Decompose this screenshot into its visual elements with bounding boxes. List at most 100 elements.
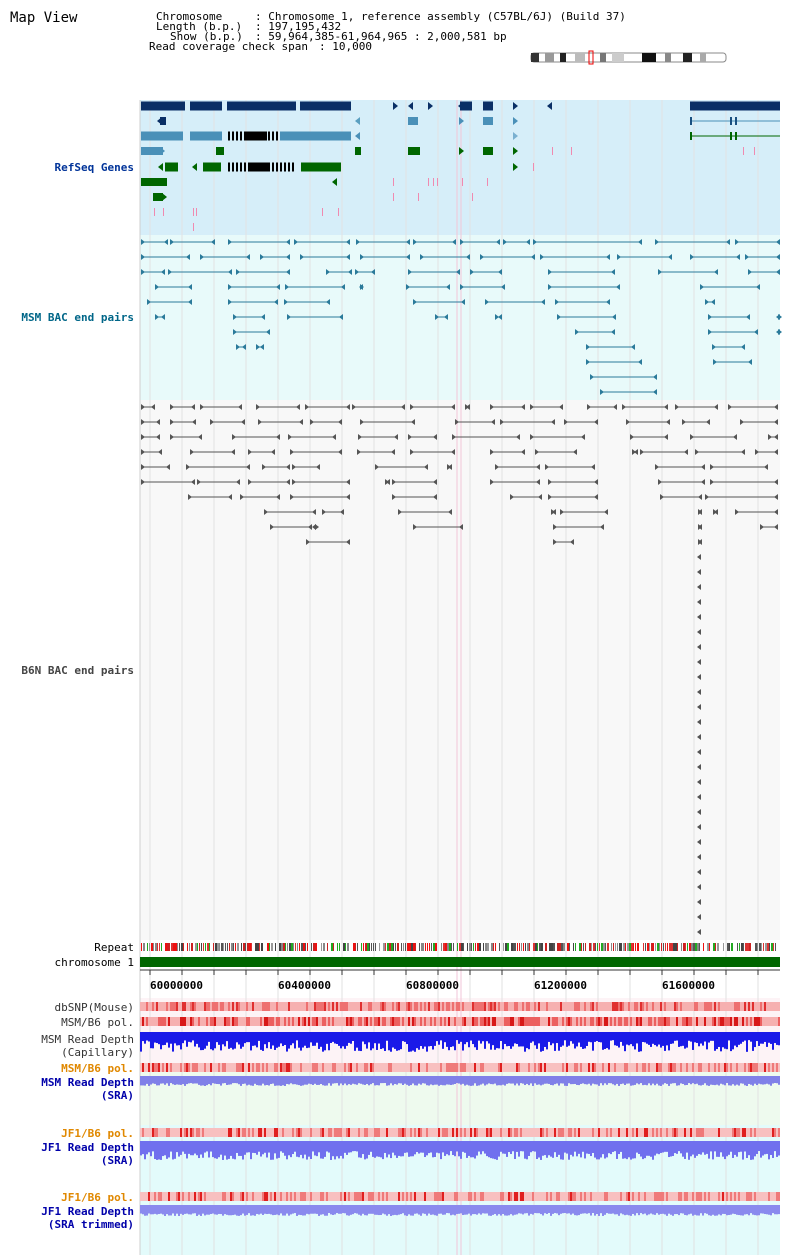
depth-bar (578, 1032, 580, 1043)
bac-end-marker (736, 254, 740, 260)
depth-bar (612, 1076, 614, 1085)
heat-cell (570, 1017, 572, 1026)
depth-bar (710, 1205, 712, 1216)
depth-bar (296, 1076, 298, 1085)
repeat-segment (757, 943, 758, 951)
heat-cell (680, 1017, 682, 1026)
gene-exon (272, 131, 274, 141)
heat-cell (480, 1192, 482, 1201)
heat-cell (770, 1017, 772, 1026)
depth-bar (150, 1032, 152, 1049)
heat-cell (618, 1002, 620, 1011)
depth-bar (208, 1076, 210, 1085)
depth-bar (730, 1032, 732, 1052)
heat-cell (724, 1192, 726, 1201)
b6n-bac-end-pairs-track[interactable] (141, 404, 778, 935)
depth-bar (266, 1205, 268, 1215)
ideogram-position-marker (588, 50, 594, 65)
bac-end-marker (634, 449, 638, 455)
depth-bar (392, 1076, 394, 1086)
repeat-segment (617, 943, 618, 951)
b6n-bac-label[interactable]: B6N BAC end pairs (21, 664, 134, 677)
heat-cell (628, 1002, 630, 1011)
heat-cell (412, 1002, 414, 1011)
depth-bar (544, 1205, 546, 1214)
heat-cell (220, 1002, 222, 1011)
heat-cell (510, 1128, 512, 1137)
depth-bar (676, 1032, 678, 1041)
bac-end-marker (292, 464, 296, 470)
heat-cell (284, 1128, 286, 1137)
chromosome-ideogram[interactable] (530, 50, 727, 65)
depth-bar (666, 1032, 668, 1046)
heat-cell (588, 1017, 590, 1026)
repeat-segment (195, 943, 197, 951)
heat-cell (710, 1063, 712, 1072)
depth-bar (540, 1032, 542, 1052)
depth-bar (502, 1076, 504, 1085)
bac-end-marker (710, 464, 714, 470)
depth-bar (760, 1076, 762, 1085)
bac-end-marker (575, 329, 579, 335)
depth-bar (248, 1205, 250, 1214)
heat-cell (636, 1128, 638, 1137)
depth-bar (660, 1076, 662, 1086)
depth-bar (360, 1205, 362, 1216)
gene-exon (690, 101, 780, 111)
depth-bar (572, 1205, 574, 1214)
heat-cell (332, 1063, 334, 1072)
heat-cell (728, 1063, 730, 1072)
repeat-segment (567, 943, 569, 951)
heat-cell (504, 1017, 506, 1026)
heat-cell (660, 1128, 662, 1137)
heat-cell (350, 1192, 352, 1201)
heat-cell (416, 1017, 418, 1026)
msm-bac-end-pairs-track[interactable] (141, 239, 782, 395)
heat-cell (208, 1192, 210, 1201)
heat-cell (280, 1002, 282, 1011)
bac-end-marker (697, 719, 701, 725)
depth-bar (744, 1032, 746, 1041)
heat-cell (654, 1017, 656, 1026)
heat-cell (662, 1063, 664, 1072)
refseq-genes-label[interactable]: RefSeq Genes (54, 161, 134, 174)
heat-cell (388, 1063, 390, 1072)
heat-cell (456, 1192, 458, 1201)
heat-cell (602, 1002, 604, 1011)
heat-cell (366, 1128, 368, 1137)
heat-cell (176, 1192, 178, 1201)
bac-end-marker (684, 449, 688, 455)
heat-cell (374, 1063, 376, 1072)
gene-exon (288, 162, 290, 172)
depth-bar (586, 1032, 588, 1046)
bac-end-marker (155, 314, 159, 320)
repeat-segment (627, 943, 629, 951)
depth-bar (434, 1032, 436, 1046)
depth-bar (738, 1141, 740, 1153)
heat-cell (192, 1063, 194, 1072)
depth-bar (576, 1032, 578, 1047)
depth-bar (514, 1032, 516, 1044)
depth-bar (448, 1205, 450, 1214)
depth-bar (372, 1205, 374, 1214)
heat-cell (334, 1192, 336, 1201)
heat-cell (458, 1063, 460, 1072)
refseq-genes-track[interactable] (141, 101, 780, 232)
heat-cell (598, 1128, 600, 1137)
msm-bac-label[interactable]: MSM BAC end pairs (21, 311, 134, 324)
repeat-segment (467, 943, 468, 951)
depth-bar (470, 1076, 472, 1086)
repeat-segment (483, 943, 484, 951)
heat-cell (566, 1002, 568, 1011)
heat-cell (174, 1128, 176, 1137)
heat-cell (186, 1063, 188, 1072)
heat-cell (732, 1192, 734, 1201)
gene-snp (193, 223, 194, 231)
depth-bar (402, 1205, 404, 1214)
depth-bar (476, 1076, 478, 1086)
heat-cell (668, 1017, 670, 1026)
heat-cell (354, 1017, 356, 1026)
depth-bar (666, 1141, 668, 1152)
depth-bar (188, 1076, 190, 1084)
